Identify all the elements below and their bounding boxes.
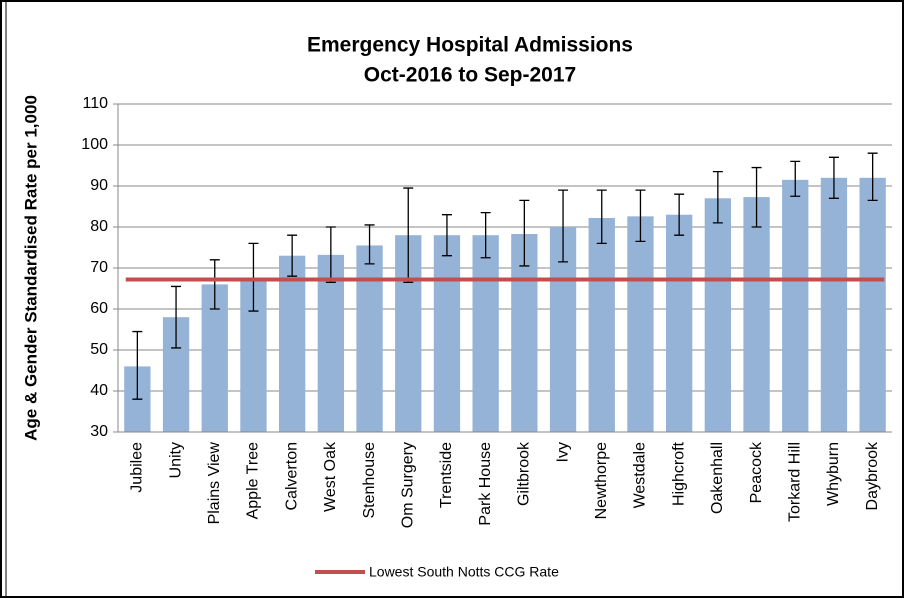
bar bbox=[317, 254, 345, 432]
legend-label: Lowest South Notts CCG Rate bbox=[369, 564, 559, 580]
error-bar bbox=[867, 152, 878, 201]
bar bbox=[782, 179, 809, 432]
error-bar bbox=[828, 156, 839, 199]
error-bar bbox=[287, 234, 298, 277]
error-bar bbox=[441, 214, 452, 257]
error-bar bbox=[635, 189, 646, 242]
y-tick-label: 90 bbox=[90, 177, 108, 194]
bar bbox=[820, 177, 848, 432]
x-tick-label: Westdale bbox=[632, 442, 649, 509]
chart-title: Emergency Hospital Admissions bbox=[307, 34, 633, 57]
error-bar bbox=[519, 199, 530, 267]
y-tick-label: 110 bbox=[82, 95, 108, 112]
y-tick-label: 80 bbox=[90, 218, 108, 235]
error-bar bbox=[674, 193, 685, 236]
x-tick-label: Daybrook bbox=[864, 441, 881, 510]
bar bbox=[704, 198, 732, 432]
y-tick-label: 70 bbox=[90, 259, 108, 276]
bar bbox=[665, 214, 693, 432]
x-tick-label: West Oak bbox=[322, 441, 339, 512]
x-tick-label: Apple Tree bbox=[245, 442, 262, 519]
y-tick-label: 40 bbox=[90, 382, 108, 399]
x-tick-label: Park House bbox=[477, 442, 494, 526]
x-tick-label: Plains View bbox=[206, 442, 223, 525]
x-tick-label: Unity bbox=[167, 442, 184, 478]
y-axis-label: Age & Gender Standardised Rate per 1,000 bbox=[21, 95, 40, 441]
error-bar bbox=[790, 160, 801, 197]
x-tick-label: Oakenhall bbox=[709, 442, 726, 514]
x-tick-label: Highcroft bbox=[670, 441, 687, 506]
x-tick-label: Whyburn bbox=[825, 442, 842, 506]
bar bbox=[588, 217, 615, 432]
x-tick-label: Giltbrook bbox=[516, 441, 533, 506]
error-bar bbox=[480, 212, 491, 259]
y-tick-label: 100 bbox=[81, 136, 108, 153]
bar bbox=[627, 216, 654, 432]
x-tick-label: Ivy bbox=[554, 442, 571, 462]
x-tick-label: Newthorpe bbox=[593, 442, 610, 519]
x-tick-label: Torkard Hill bbox=[786, 442, 803, 522]
bar bbox=[472, 235, 499, 432]
error-bar bbox=[558, 189, 569, 263]
error-bar bbox=[364, 224, 375, 265]
bar bbox=[433, 235, 461, 432]
bar bbox=[356, 245, 383, 432]
x-tick-label: Stenhouse bbox=[361, 442, 378, 519]
error-bar bbox=[712, 171, 723, 224]
y-tick-label: 30 bbox=[90, 423, 108, 440]
error-bar bbox=[132, 330, 143, 400]
x-tick-label: Calverton bbox=[283, 442, 300, 510]
error-bar bbox=[325, 226, 336, 283]
x-tick-label: Om Surgery bbox=[399, 442, 416, 528]
error-bar bbox=[403, 187, 414, 283]
bar bbox=[511, 233, 538, 432]
x-tick-label: Peacock bbox=[748, 441, 765, 503]
error-bar bbox=[248, 242, 259, 312]
bar bbox=[743, 197, 770, 432]
error-bar bbox=[596, 189, 607, 245]
bar bbox=[859, 177, 886, 432]
error-bar bbox=[209, 259, 220, 310]
chart-subtitle: Oct-2016 to Sep-2017 bbox=[364, 64, 576, 87]
error-bar bbox=[751, 166, 762, 228]
y-tick-label: 50 bbox=[90, 341, 108, 358]
error-bar bbox=[171, 285, 182, 349]
bar bbox=[278, 255, 306, 432]
x-tick-label: Trentside bbox=[438, 442, 455, 508]
y-tick-label: 60 bbox=[90, 300, 108, 317]
x-tick-label: Jubilee bbox=[129, 442, 146, 493]
